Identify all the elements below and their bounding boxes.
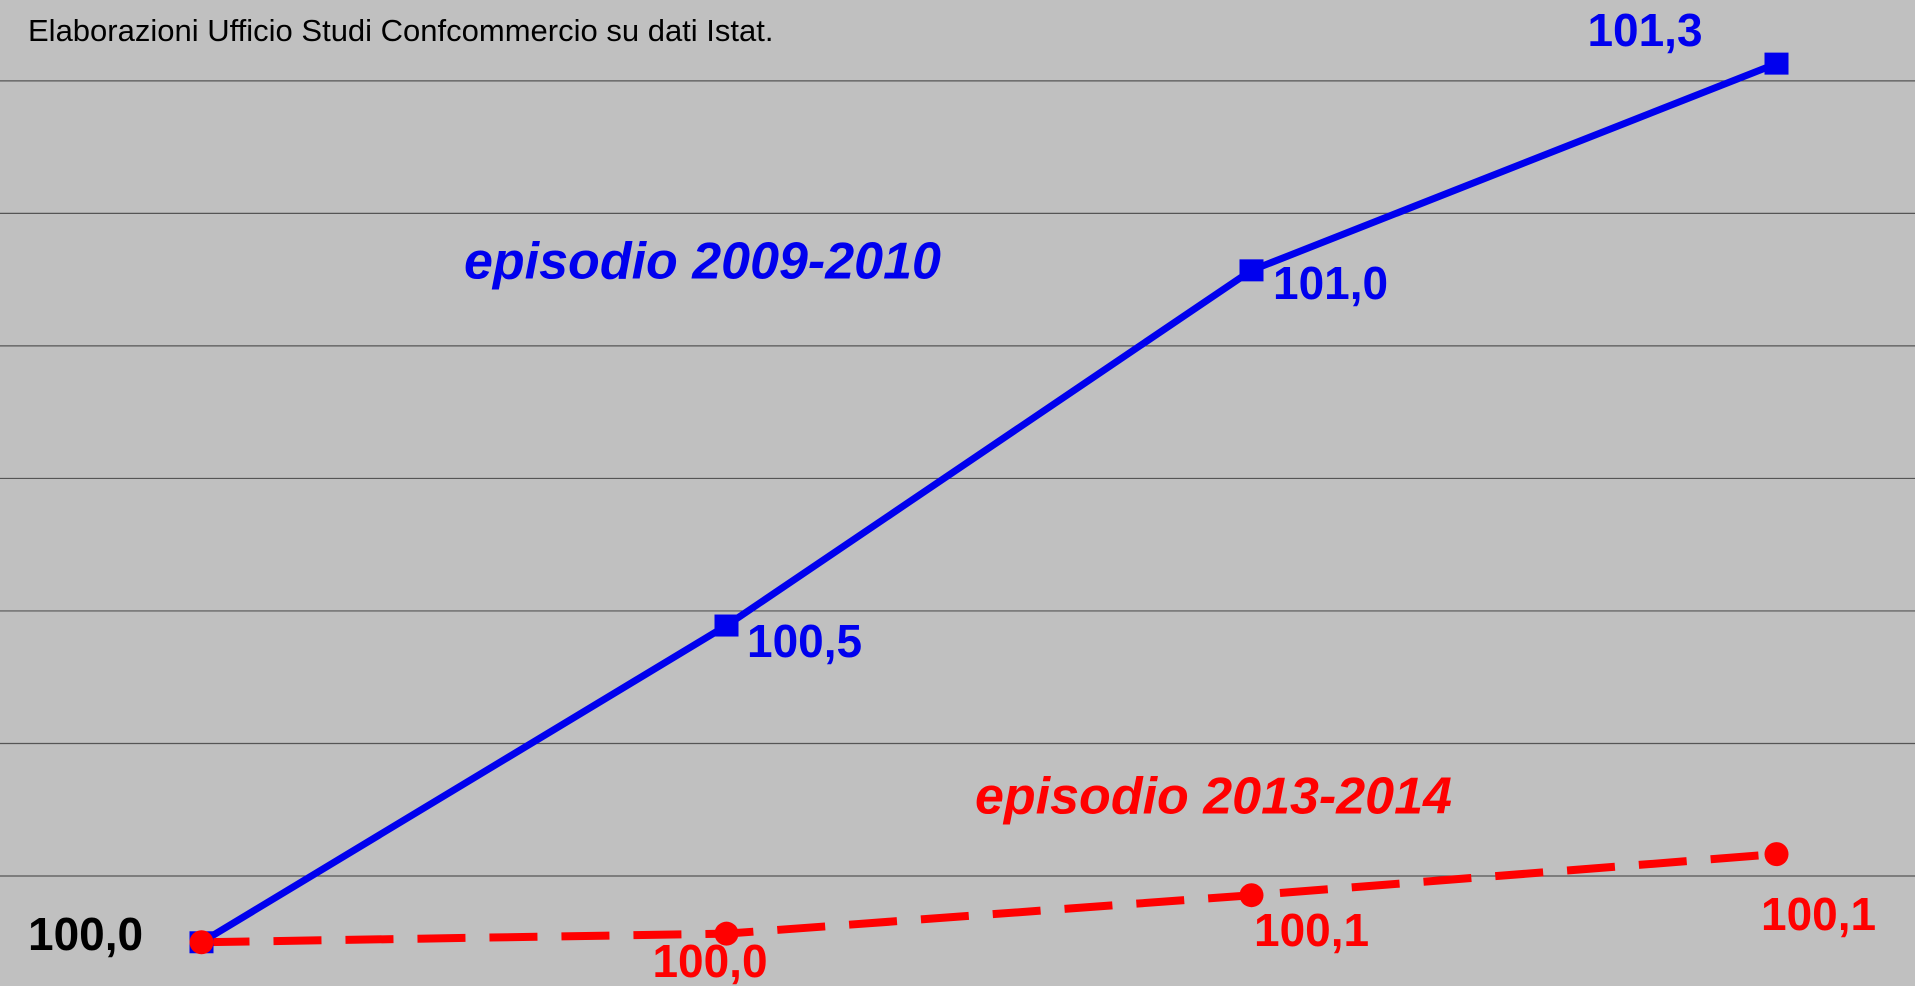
data-label: 101,0 bbox=[1273, 257, 1388, 309]
marker bbox=[1764, 842, 1789, 867]
marker bbox=[714, 921, 739, 946]
series-name: episodio 2009-2010 bbox=[464, 233, 941, 291]
series-line bbox=[201, 850, 1777, 947]
series-line bbox=[199, 60, 1778, 946]
data-label: 100,1 bbox=[1254, 904, 1369, 956]
data-label: 100,0 bbox=[28, 908, 143, 960]
data-label: 100,5 bbox=[747, 615, 862, 667]
marker bbox=[1764, 52, 1789, 75]
marker bbox=[1239, 259, 1264, 282]
marker bbox=[1239, 883, 1264, 908]
source-note: Elaborazioni Ufficio Studi Confcommercio… bbox=[28, 13, 773, 48]
marker bbox=[714, 614, 739, 637]
marker bbox=[189, 930, 214, 955]
data-label: 101,3 bbox=[1587, 4, 1702, 56]
series-name: episodio 2013-2014 bbox=[975, 768, 1452, 826]
data-label: 100,1 bbox=[1761, 888, 1876, 940]
data-label: 100,0 bbox=[652, 935, 767, 986]
